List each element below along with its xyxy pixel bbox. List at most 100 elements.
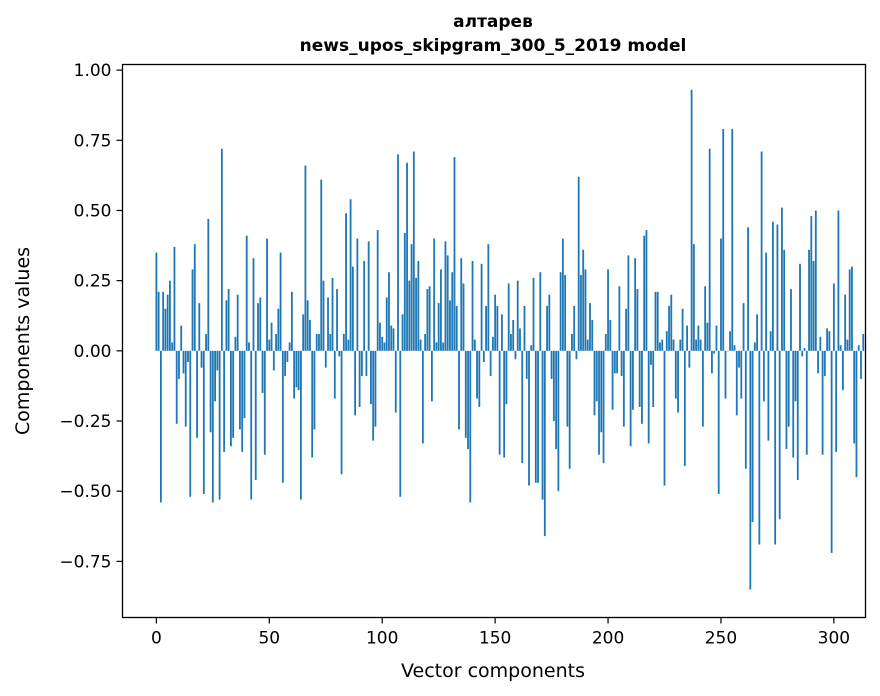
bar [236,294,239,351]
bar [819,336,822,351]
bar [650,350,652,365]
bar [397,154,399,351]
bar [584,269,587,351]
bar [823,350,826,377]
bar [306,300,309,351]
bar [487,244,490,351]
bar [711,350,713,374]
bar [735,350,738,416]
bar [196,350,198,438]
bar [451,272,454,351]
bar [467,350,469,450]
bar [769,331,772,351]
bar [595,350,598,402]
bar [275,333,277,351]
bar [370,350,372,405]
bar [762,350,765,402]
bar [464,350,467,438]
bar [758,350,761,545]
bar [611,350,614,410]
bar [844,294,847,351]
bar [792,350,795,458]
bar [699,339,702,351]
bar [372,350,375,441]
bar [211,350,214,503]
bar [810,216,813,351]
bar [225,300,228,351]
bar [805,350,808,455]
bar [561,238,564,351]
bar [485,305,487,351]
bar [598,350,600,455]
bar [772,221,774,351]
bar [756,314,759,351]
bar [311,350,314,458]
x-tick-label: 0 [151,629,162,649]
bar [821,350,824,455]
bar [564,275,567,351]
bar [412,151,415,351]
bar [442,342,445,351]
bar [379,322,381,351]
bar [753,342,756,351]
bar [830,350,833,553]
bar [471,261,474,351]
bar [726,350,729,352]
bar [638,350,641,407]
bar [600,350,603,433]
bar [812,261,815,351]
bar [358,350,361,407]
bar [428,286,431,351]
bar [609,319,612,351]
bar [636,289,639,351]
bar [259,297,262,351]
bar [403,232,406,351]
bar [862,333,865,351]
bar [449,300,451,351]
bar [794,350,797,402]
bar [799,263,801,351]
bar [652,350,655,407]
bar [672,339,675,351]
bar [193,244,196,351]
bar [848,269,851,351]
bar [342,333,345,351]
bar [223,350,226,452]
y-axis-ticks: 1.00 0.75 0.50 0.25 0.00 −0.25 −0.50 −0.75 [59,61,123,572]
bar [516,280,519,351]
bar [525,350,528,379]
bar [424,333,427,351]
bar [742,303,745,351]
bar [433,238,436,351]
bar [417,261,420,351]
bar [460,258,463,351]
bar [178,350,180,379]
bar [322,280,325,351]
plot-frame [121,63,867,619]
bar [523,305,526,351]
bar [541,350,544,500]
bar [577,176,580,351]
bar [191,269,194,351]
bar [410,244,413,351]
bar [383,342,386,351]
bar [803,348,806,351]
bar [846,339,849,351]
bar [706,322,709,351]
bar [851,266,853,351]
bar [566,350,569,427]
bar [351,266,354,351]
bar [552,350,555,421]
bar [514,350,517,360]
bar [507,283,510,351]
bar [205,333,207,351]
chart-title: алтарев [453,12,533,32]
bar [715,325,718,351]
bar [593,350,596,416]
bar [641,350,643,424]
bar [331,277,334,351]
bar [591,319,594,351]
bar [365,350,368,377]
bar [327,297,329,351]
bar [722,129,725,351]
